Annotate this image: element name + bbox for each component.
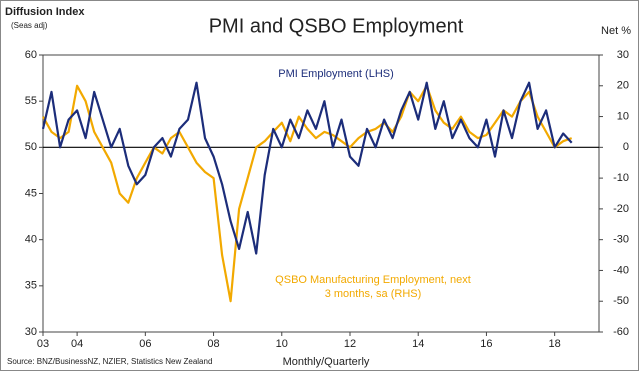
y2-tick-label: 10: [617, 110, 629, 122]
y-tick-label: 45: [25, 187, 37, 199]
y2-tick-label: -10: [613, 172, 629, 184]
x-tick-label: 10: [276, 338, 288, 350]
series-line: [41, 81, 573, 255]
y2-tick-label: 30: [617, 49, 629, 61]
y2-tick-label: -60: [613, 326, 629, 338]
y2-tick-label: -50: [613, 295, 629, 307]
x-tick-label: 03: [37, 338, 49, 350]
y-tick-label: 60: [25, 49, 37, 61]
y2-tick-label: -30: [613, 234, 629, 246]
x-tick-label: 06: [139, 338, 151, 350]
y2-tick-label: -20: [613, 203, 629, 215]
x-tick-label: 18: [549, 338, 561, 350]
series-annotation: PMI Employment (LHS): [278, 68, 394, 80]
x-axis-label: Monthly/Quarterly: [283, 356, 370, 368]
y2-tick-label: 20: [617, 80, 629, 92]
y-tick-label: 40: [25, 234, 37, 246]
y2-tick-label: -40: [613, 264, 629, 276]
chart-title: PMI and QSBO Employment: [209, 15, 464, 37]
y-tick-label: 50: [25, 141, 37, 153]
y-tick-label: 30: [25, 326, 37, 338]
y-tick-label: 55: [25, 95, 37, 107]
series-line: [42, 84, 573, 303]
x-tick-label: 04: [71, 338, 83, 350]
source-note: Source: BNZ/BusinessNZ, NZIER, Statistic…: [7, 357, 212, 366]
y-axis-sublabel: (Seas adj): [11, 21, 48, 30]
y2-tick-label: 0: [623, 141, 629, 153]
x-tick-label: 12: [344, 338, 356, 350]
y2-axis-label: Net %: [601, 25, 631, 37]
x-tick-label: 08: [207, 338, 219, 350]
series-annotation: QSBO Manufacturing Employment, next 3 mo…: [275, 274, 471, 300]
x-tick-label: 16: [480, 338, 492, 350]
x-tick-label: 14: [412, 338, 424, 350]
y-tick-label: 35: [25, 280, 37, 292]
y-axis-label: Diffusion Index: [5, 6, 85, 18]
